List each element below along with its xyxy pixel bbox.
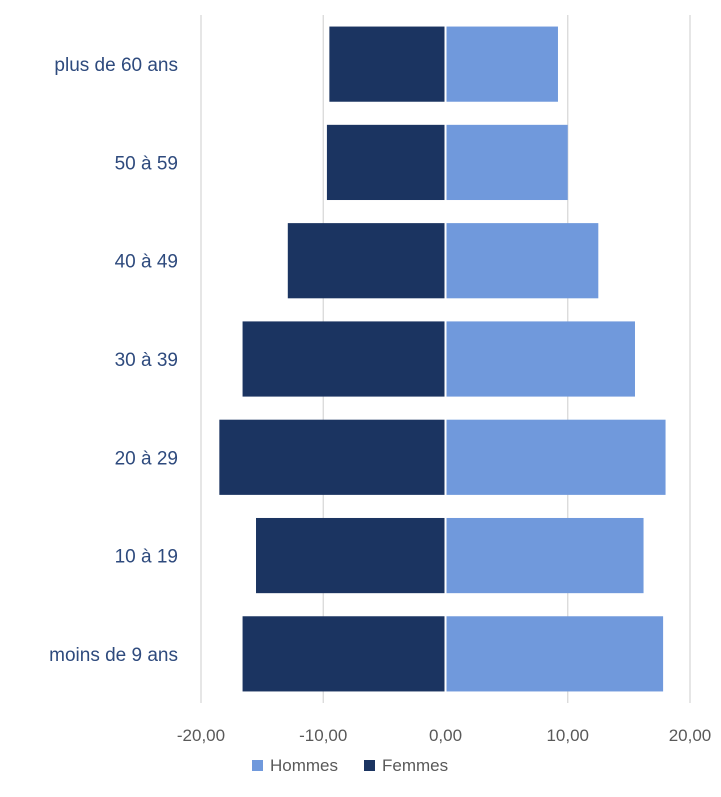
category-label-40-a-49: 40 à 49 [115,252,178,273]
legend-item-hommes: Hommes [252,756,338,775]
bar-hommes-20-a-29 [445,419,666,495]
x-tick-label-10: 10,00 [546,726,589,745]
legend-swatch-hommes [252,760,263,771]
bar-femmes-50-a-59 [326,124,446,201]
category-label-50-a-59: 50 à 59 [115,153,178,174]
bar-hommes-plus-de-60-ans [445,26,558,102]
bar-femmes-plus-de-60-ans [329,26,446,102]
bar-femmes-20-a-29 [219,419,446,495]
category-label-20-a-29: 20 à 29 [115,448,178,469]
bar-femmes-30-a-39 [242,321,446,397]
legend: Hommes Femmes [252,756,448,775]
legend-item-femmes: Femmes [364,756,448,775]
bar-femmes-10-a-19 [256,517,446,594]
x-tick-label-neg20: -20,00 [177,726,225,745]
bars [219,26,666,692]
category-label-plus-de-60-ans: plus de 60 ans [54,55,178,76]
x-tick-labels: -20,00 -10,00 0,00 10,00 20,00 [177,726,711,745]
legend-swatch-femmes [364,760,375,771]
category-labels: plus de 60 ans 50 à 59 40 à 49 30 à 39 20 à … [49,55,178,666]
category-label-30-a-39: 30 à 39 [115,350,178,371]
legend-label-hommes: Hommes [270,756,338,775]
bar-hommes-moins-de-9-ans [445,616,664,692]
x-tick-label-neg10: -10,00 [299,726,347,745]
bar-hommes-30-a-39 [445,321,635,397]
category-label-10-a-19: 10 à 19 [115,547,178,568]
bar-femmes-moins-de-9-ans [242,616,446,692]
legend-label-femmes: Femmes [382,756,448,775]
bar-hommes-40-a-49 [445,223,599,299]
bar-hommes-50-a-59 [445,124,568,201]
bar-femmes-40-a-49 [287,223,446,299]
x-tick-label-20: 20,00 [669,726,712,745]
bar-hommes-10-a-19 [445,517,644,594]
x-tick-label-0: 0,00 [429,726,462,745]
category-label-moins-de-9-ans: moins de 9 ans [49,645,178,666]
